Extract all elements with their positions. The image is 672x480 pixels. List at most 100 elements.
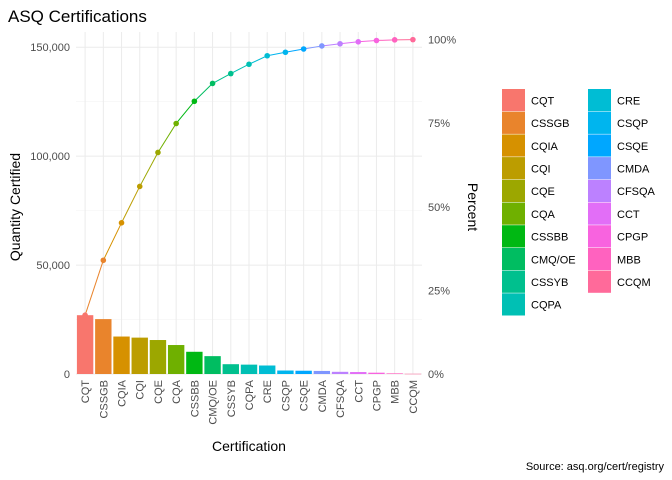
cumulative-line-segment xyxy=(267,51,286,57)
bar-cqi xyxy=(131,337,148,374)
bar-csqe xyxy=(295,370,312,374)
cumulative-point-cssyb xyxy=(227,70,234,77)
cumulative-point-ccqm xyxy=(410,36,416,43)
cumulative-point-csqp xyxy=(282,49,289,56)
legend-key xyxy=(502,225,525,248)
bar-cct xyxy=(350,372,367,374)
cumulative-line-segment xyxy=(230,63,250,75)
legend-label: CSQP xyxy=(617,118,648,130)
x-tick-label: CFSQA xyxy=(335,379,347,418)
cumulative-point-cqt xyxy=(82,312,88,318)
cumulative-line-segment xyxy=(285,48,304,53)
cumulative-line-segment xyxy=(303,45,322,50)
x-tick-label: CQA xyxy=(171,379,183,404)
legend-key xyxy=(588,225,611,248)
cumulative-line-segment xyxy=(358,39,377,43)
bar-cqt xyxy=(76,315,94,374)
legend-key xyxy=(588,157,611,180)
legend-key xyxy=(588,89,611,112)
x-tick-label: CRE xyxy=(262,380,274,403)
legend-key xyxy=(502,293,525,316)
legend-label: CQIA xyxy=(531,141,559,153)
y2-tick-label: 0% xyxy=(428,369,444,381)
legend-key xyxy=(588,134,611,157)
x-tick-label: CCQM xyxy=(408,380,420,414)
bar-cssyb xyxy=(222,364,239,374)
cumulative-point-csqe xyxy=(300,46,307,52)
cumulative-point-cfsqa xyxy=(337,40,343,47)
cumulative-point-cssbb xyxy=(191,98,198,105)
y-axis-title: Quantity Certified xyxy=(7,153,23,261)
x-tick-label: CMQ/OE xyxy=(208,380,220,425)
x-tick-label: CSSGB xyxy=(98,380,110,419)
cumulative-point-cmq-oe xyxy=(209,80,216,87)
chart-title: ASQ Certifications xyxy=(8,7,147,26)
x-tick-label: CMDA xyxy=(317,379,329,412)
source-caption: Source: asq.org/cert/registry xyxy=(526,461,665,473)
legend-key xyxy=(502,89,525,112)
plot-grid xyxy=(76,32,422,375)
legend-label: CMDA xyxy=(617,163,650,175)
legend-key xyxy=(588,247,611,271)
bar-cpgp xyxy=(368,372,385,374)
cumulative-line-segment xyxy=(339,41,359,45)
legend-key xyxy=(502,202,525,225)
cumulative-line-segment xyxy=(321,43,341,47)
cumulative-line-segment xyxy=(248,55,268,65)
x-tick-label: CQIA xyxy=(117,379,129,407)
bar-cqe xyxy=(149,340,167,374)
x-tick-label: CQI xyxy=(135,380,147,400)
legend-label: MBB xyxy=(617,254,641,266)
bar-cre xyxy=(259,365,276,374)
cumulative-point-cssgb xyxy=(100,257,107,264)
cumulative-line-segment xyxy=(175,100,195,124)
bar-cssbb xyxy=(186,351,203,374)
legend-label: CQT xyxy=(531,95,555,107)
bar-mbb xyxy=(386,373,403,374)
legend-key xyxy=(588,179,611,202)
legend-label: CRE xyxy=(617,95,640,107)
cumulative-point-cqpa xyxy=(246,61,252,68)
cumulative-line-segment xyxy=(84,260,104,316)
y-tick-label: 100,000 xyxy=(30,151,70,163)
bar-cmda xyxy=(313,370,331,374)
legend-label: CSSGB xyxy=(531,118,570,130)
x-tick-label: MBB xyxy=(390,380,402,404)
y2-tick-label: 100% xyxy=(428,35,456,47)
x-tick-label: CPGP xyxy=(371,380,383,411)
legend-label: CQPA xyxy=(531,300,562,312)
legend-label: CQE xyxy=(531,186,555,198)
legend-label: CPGP xyxy=(617,232,648,244)
legend-label: CSSYB xyxy=(531,277,568,289)
y-tick-label: 150,000 xyxy=(30,42,70,54)
legend-label: CCQM xyxy=(617,277,651,289)
legend-key xyxy=(502,179,525,202)
x-tick-label: CCT xyxy=(353,380,365,403)
y2-tick-label: 50% xyxy=(428,202,450,214)
legend-key xyxy=(502,134,525,157)
y-axis-ticks: 0 50,000 100,000 150,000 xyxy=(30,42,70,381)
cumulative-point-cct xyxy=(355,39,362,45)
cumulative-point-cqa xyxy=(173,120,179,127)
bar-csqp xyxy=(277,370,294,374)
bars-layer xyxy=(76,315,422,375)
y-tick-label: 50,000 xyxy=(36,260,70,272)
legend-key xyxy=(588,202,611,225)
bar-cqpa xyxy=(240,364,258,374)
legend-label: CQA xyxy=(531,209,556,221)
bar-cssgb xyxy=(95,319,112,374)
cumulative-point-cmda xyxy=(319,43,325,49)
x-tick-label: CSSYB xyxy=(226,380,238,417)
legend-label: CQI xyxy=(531,163,551,175)
legend-key xyxy=(588,270,611,293)
legend-key xyxy=(502,270,525,293)
x-tick-label: CSSBB xyxy=(189,380,201,417)
legend-label: CFSQA xyxy=(617,186,656,198)
bar-cqia xyxy=(113,336,130,374)
legend-label: CCT xyxy=(617,209,640,221)
cumulative-point-cre xyxy=(264,52,271,59)
cumulative-line-segment xyxy=(157,123,177,153)
legend: CQT CSSGB CQIA CQI CQE CQA CSSBB CMQ/OE CSSYB CQP… xyxy=(502,89,656,316)
x-axis-ticks: CQT CSSGB CQIA CQI CQE CQA CSSBB CMQ/OE CSSYB CQP… xyxy=(80,379,420,424)
